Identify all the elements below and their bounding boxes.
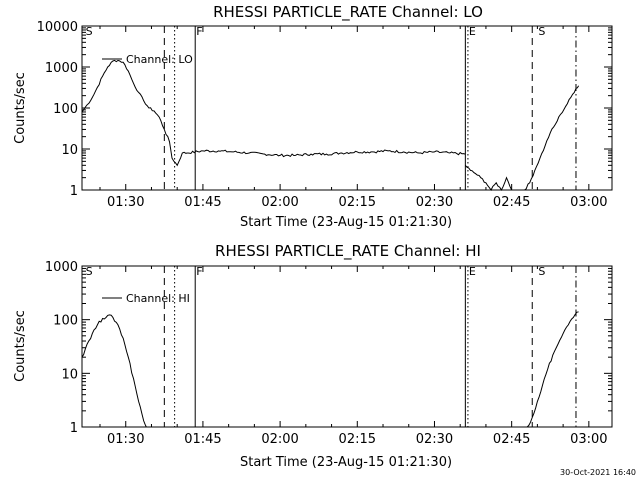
event-marker-label: F (196, 25, 202, 38)
series-line (524, 85, 580, 191)
event-marker-label: S (538, 265, 545, 278)
series-line (464, 164, 513, 192)
chart-title-hi: RHESSI PARTICLE_RATE Channel: HI (215, 242, 481, 261)
y-tick-label: 10000 (37, 20, 78, 35)
series-line (81, 59, 188, 167)
x-axis-label-hi: Start Time (23-Aug-15 01:21:30) (240, 455, 452, 470)
y-tick-label: 100 (53, 314, 78, 329)
y-tick-label: 1000 (45, 61, 78, 76)
y-tick-label: 100 (53, 102, 78, 117)
x-tick-label: 01:30 (107, 195, 144, 210)
series-hi (81, 311, 579, 428)
x-tick-label: 02:00 (261, 432, 298, 447)
x-axis-label-lo: Start Time (23-Aug-15 01:21:30) (240, 215, 452, 230)
chart-panel-hi: RHESSI PARTICLE_RATE Channel: HI S F E S 01… (13, 242, 613, 470)
x-tick-label: 01:45 (184, 432, 221, 447)
event-marker-label: S (538, 25, 545, 38)
series-line (81, 314, 147, 428)
y-tick-label: 1 (70, 184, 78, 199)
x-tick-label: 02:45 (493, 432, 530, 447)
event-marker-label: S (86, 265, 93, 278)
event-marker-label: E (469, 265, 476, 278)
x-tick-label: 02:45 (493, 195, 530, 210)
x-tick-label: 02:30 (416, 432, 453, 447)
x-tick-label: 03:00 (570, 432, 607, 447)
x-tick-label: 01:45 (184, 195, 221, 210)
y-tick-label: 10 (61, 143, 78, 158)
x-tick-label: 02:15 (339, 432, 376, 447)
series-line (526, 311, 579, 428)
x-tick-label: 02:30 (416, 195, 453, 210)
x-tick-label: 01:30 (107, 432, 144, 447)
x-axis-ticks-lo: 01:30 01:45 02:00 02:15 02:30 02:45 03:00 (99, 26, 608, 210)
event-marker-label: F (196, 265, 202, 278)
x-tick-label: 03:00 (570, 195, 607, 210)
series-line (187, 149, 466, 158)
event-marker-label: E (469, 25, 476, 38)
y-axis-label-hi: Counts/sec (13, 310, 28, 382)
plot-frame-hi (81, 265, 613, 428)
series-lo (81, 59, 580, 192)
legend-label-lo: Channel: LO (126, 53, 193, 66)
y-axis-label-lo: Counts/sec (13, 72, 28, 144)
y-tick-label: 1000 (45, 260, 78, 275)
x-tick-label: 02:00 (261, 195, 298, 210)
x-tick-label: 02:15 (339, 195, 376, 210)
y-axis-ticks-hi: 1 10 100 1000 (45, 260, 612, 436)
legend-label-hi: Channel: HI (126, 292, 190, 305)
footer-timestamp: 30-Oct-2021 16:40 (560, 468, 636, 477)
x-axis-ticks-hi: 01:30 01:45 02:00 02:15 02:30 02:45 03:00 (99, 266, 608, 447)
y-axis-ticks-lo: 1 10 100 1000 10000 (37, 20, 612, 199)
event-marker-label: S (86, 25, 93, 38)
chart-title-lo: RHESSI PARTICLE_RATE Channel: LO (213, 3, 483, 22)
chart-panel-lo: RHESSI PARTICLE_RATE Channel: LO S F E S 01… (13, 3, 613, 230)
y-tick-label: 10 (61, 367, 78, 382)
y-tick-label: 1 (70, 421, 78, 436)
